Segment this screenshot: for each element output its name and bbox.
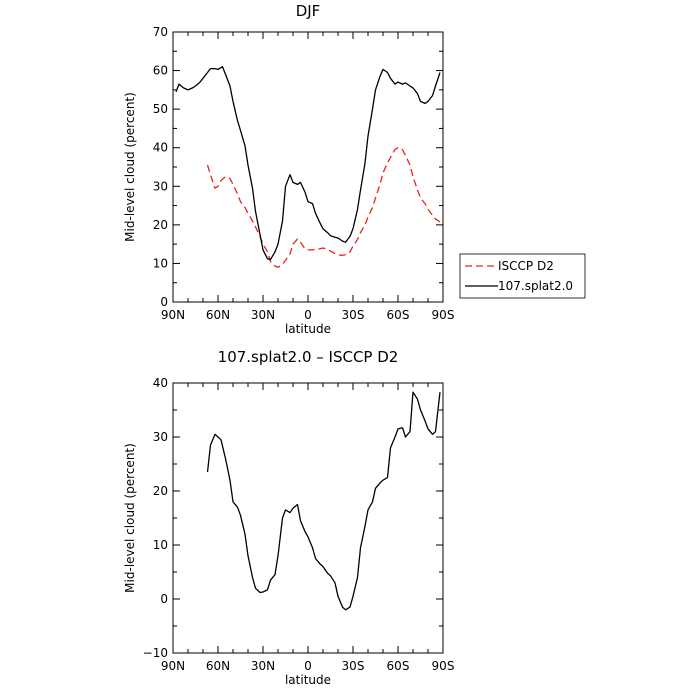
- x-tick-label: 60N: [206, 308, 230, 322]
- x-tick-label: 30N: [251, 308, 275, 322]
- y-axis-title: Mid-level cloud (percent): [123, 443, 137, 593]
- plot-frame: [172, 31, 444, 303]
- y-tick-label: 40: [153, 376, 168, 390]
- y-tick-label: 10: [153, 256, 168, 270]
- y-tick-label: 20: [153, 218, 168, 232]
- y-tick-label: 20: [153, 484, 168, 498]
- x-tick-label: 30S: [342, 659, 365, 673]
- x-tick-label: 90N: [161, 308, 185, 322]
- y-tick-label: 10: [153, 538, 168, 552]
- legend-label: ISCCP D2: [498, 259, 554, 273]
- y-tick-label: 70: [153, 25, 168, 39]
- chart-title: 107.splat2.0 – ISCCP D2: [218, 348, 399, 366]
- x-tick-label: 30N: [251, 659, 275, 673]
- y-tick-label: 50: [153, 102, 168, 116]
- x-tick-label: 60N: [206, 659, 230, 673]
- series-line-2: [175, 66, 441, 261]
- x-tick-label: 30S: [342, 308, 365, 322]
- plot-frame: [172, 382, 444, 654]
- legend: ISCCP D2 107.splat2.0: [459, 253, 586, 299]
- x-tick-label: 0: [304, 659, 312, 673]
- x-axis-title: latitude: [285, 673, 331, 687]
- x-axis-title: latitude: [285, 322, 331, 336]
- legend-box: [459, 253, 586, 299]
- bottom-chart-panel: 90N 60N 30N 0 30S 60S 90S −10 0 10 20 30 40 107.splat…: [123, 348, 454, 687]
- series-line-1: [206, 147, 441, 268]
- y-tick-label: 30: [153, 179, 168, 193]
- legend-label: 107.splat2.0: [498, 279, 573, 293]
- x-tick-label: 60S: [387, 308, 410, 322]
- series-line-1: [206, 391, 441, 611]
- x-tick-label: 90S: [432, 308, 455, 322]
- y-tick-label: 0: [160, 295, 168, 309]
- y-tick-label: −10: [143, 646, 168, 660]
- y-tick-label: 0: [160, 592, 168, 606]
- x-tick-label: 90N: [161, 659, 185, 673]
- x-tick-label: 90S: [432, 659, 455, 673]
- x-tick-label: 0: [304, 308, 312, 322]
- y-tick-label: 30: [153, 430, 168, 444]
- chart-title: DJF: [296, 2, 321, 20]
- y-tick-label: 60: [153, 64, 168, 78]
- top-chart-panel: 90N 60N 30N 0 30S 60S 90S 0 10 20 30 40 50 60 70 DJF lat…: [123, 2, 586, 336]
- y-tick-label: 40: [153, 141, 168, 155]
- y-axis-title: Mid-level cloud (percent): [123, 92, 137, 242]
- x-tick-label: 60S: [387, 659, 410, 673]
